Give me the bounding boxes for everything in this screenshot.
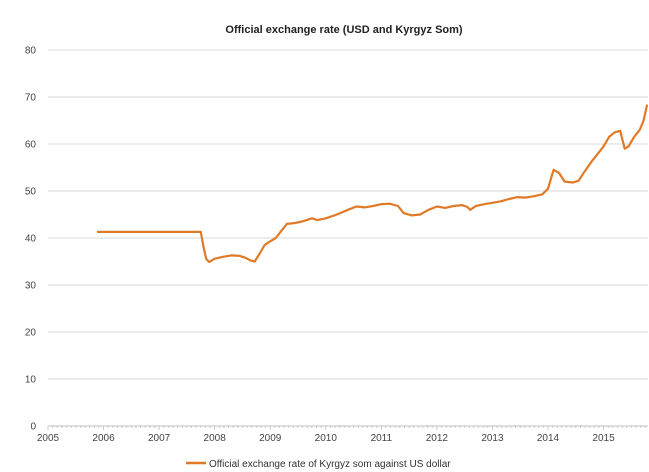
x-axis-tick-labels: 2005 2006 2007 2008 2009 2010 2011 2012 2013 2014… — [37, 433, 615, 444]
y-tick-label: 10 — [25, 375, 37, 386]
x-tick-label: 2007 — [148, 433, 171, 444]
y-tick-label: 50 — [25, 187, 37, 198]
x-tick-label: 2010 — [315, 433, 338, 444]
x-tick-label: 2011 — [371, 433, 393, 444]
y-axis-tick-labels: 0 10 20 30 40 50 60 70 80 — [25, 46, 37, 433]
y-tick-label: 20 — [25, 328, 37, 339]
x-tick-label: 2005 — [37, 433, 60, 444]
grid-lines — [48, 49, 648, 380]
series-line-0 — [96, 104, 648, 264]
y-tick-label: 40 — [25, 234, 37, 245]
legend: Official exchange rate of Kyrgyz som aga… — [186, 459, 451, 470]
y-tick-label: 0 — [30, 422, 36, 433]
x-tick-label: 2013 — [481, 433, 504, 444]
y-tick-label: 70 — [25, 93, 37, 104]
series-lines — [96, 104, 648, 264]
x-tick-label: 2015 — [592, 433, 615, 444]
chart-title: Official exchange rate (USD and Kyrgyz S… — [225, 24, 463, 36]
x-tick-label: 2009 — [259, 433, 282, 444]
axes — [47, 425, 648, 430]
y-tick-label: 80 — [25, 46, 37, 57]
y-tick-label: 60 — [25, 140, 37, 151]
x-tick-label: 2006 — [92, 433, 115, 444]
y-tick-label: 30 — [25, 281, 37, 292]
x-tick-label: 2012 — [426, 433, 449, 444]
legend-label: Official exchange rate of Kyrgyz som aga… — [209, 459, 451, 470]
x-tick-label: 2014 — [537, 433, 560, 444]
x-tick-label: 2008 — [204, 433, 227, 444]
